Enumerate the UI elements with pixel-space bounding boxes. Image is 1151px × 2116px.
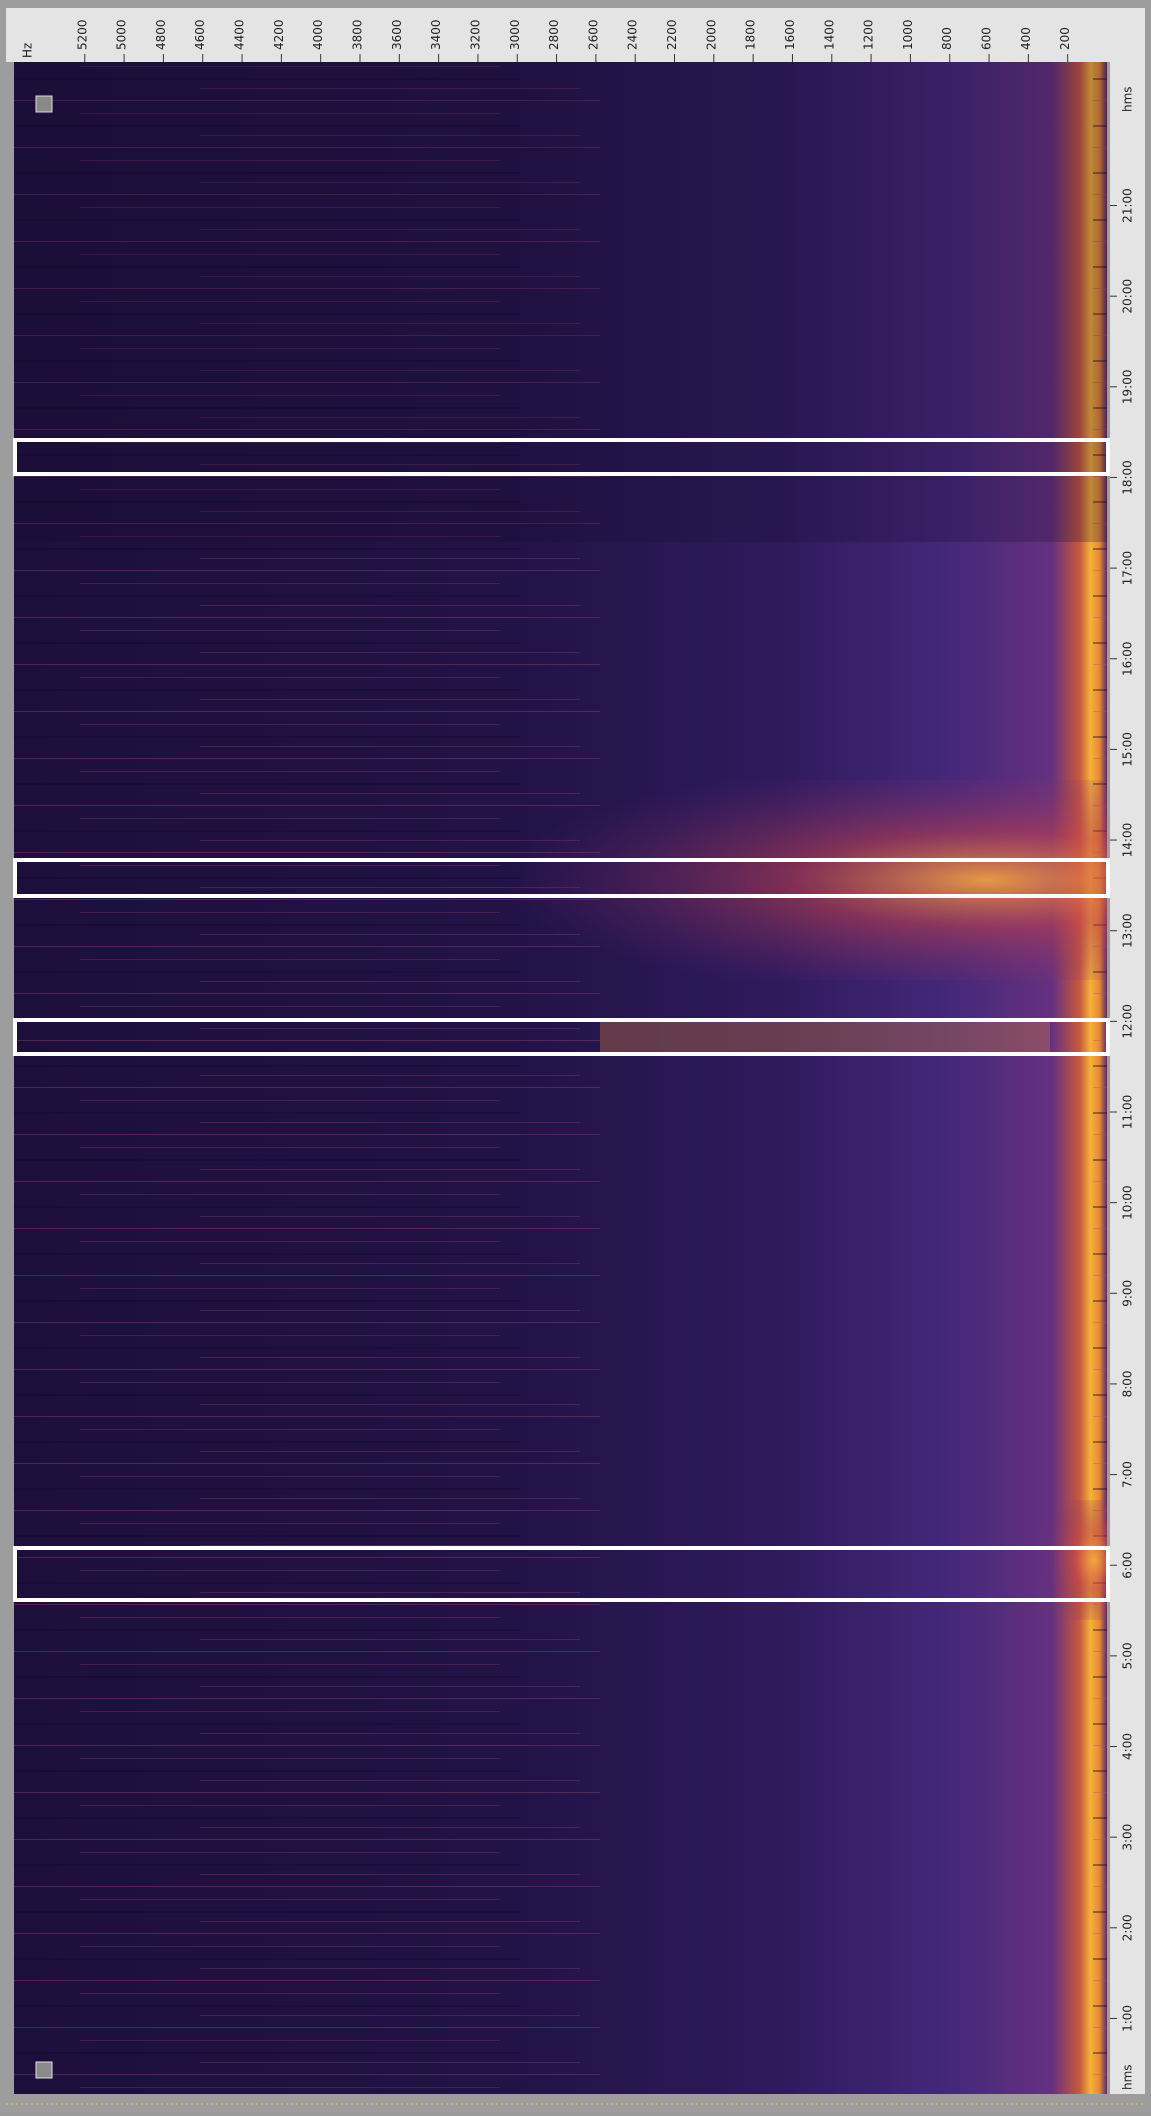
x-tick-label: 3200 (468, 19, 482, 50)
y-tick-label: 16:00 (1121, 641, 1135, 676)
y-tick-label: 20:00 (1121, 279, 1135, 314)
corner-icon (36, 96, 52, 112)
spectrogram-window: Hz hms hms 5200 5000 4800 4600 4400 4200 4000 3… (0, 0, 1151, 2112)
y-tick-label: 10:00 (1121, 1185, 1135, 1220)
x-tick-label: 2000 (704, 19, 718, 50)
y-tick-label: 7:00 (1121, 1461, 1135, 1488)
x-tick-label: 1600 (783, 19, 797, 50)
x-tick-label: 2800 (547, 19, 561, 50)
y-tick-label: 19:00 (1121, 370, 1135, 405)
x-tick-label: 1000 (901, 19, 915, 50)
y-tick-label: 12:00 (1121, 1004, 1135, 1039)
x-tick-label: 4400 (233, 19, 247, 50)
x-tick-label: 5200 (75, 19, 89, 50)
x-tick-label: 2200 (665, 19, 679, 50)
x-tick-label: 3800 (350, 19, 364, 50)
y-tick-label: 18:00 (1121, 460, 1135, 495)
y-tick-label: 14:00 (1121, 823, 1135, 858)
y-tick-label: 11:00 (1121, 1095, 1135, 1130)
time-ruler (1110, 62, 1145, 2094)
y-tick-label: 5:00 (1121, 1642, 1135, 1669)
x-tick-label: 5000 (115, 19, 129, 50)
x-tick-label: 400 (1019, 27, 1033, 50)
y-tick-label: 3:00 (1121, 1824, 1135, 1851)
x-tick-label: 1400 (822, 19, 836, 50)
x-tick-label: 800 (940, 27, 954, 50)
y-tick-label: 6:00 (1121, 1552, 1135, 1579)
page: {"chart_data": { "type": "spectrogram", … (0, 0, 1151, 2112)
y-axis-label: hms (1121, 86, 1135, 112)
y-axis-label: hms (1121, 2064, 1135, 2090)
x-tick-label: 3600 (390, 19, 404, 50)
y-tick-label: 1:00 (1121, 2005, 1135, 2032)
y-tick-label: 9:00 (1121, 1280, 1135, 1307)
x-tick-label: 600 (980, 27, 994, 50)
x-axis-label: Hz (21, 43, 35, 58)
y-tick-label: 15:00 (1121, 732, 1135, 767)
spectrogram-shade (14, 62, 1107, 542)
x-tick-label: 2400 (626, 19, 640, 50)
y-tick-label: 17:00 (1121, 551, 1135, 586)
x-tick-label: 200 (1058, 27, 1072, 50)
x-tick-label: 4600 (193, 19, 207, 50)
y-tick-label: 21:00 (1121, 188, 1135, 223)
frequency-ruler (6, 8, 1145, 62)
x-tick-label: 2600 (586, 19, 600, 50)
x-tick-label: 3400 (429, 19, 443, 50)
x-tick-label: 4000 (311, 19, 325, 50)
y-tick-label: 2:00 (1121, 1914, 1135, 1941)
spectrogram-band (600, 1022, 1050, 1052)
spectrogram-burst (300, 780, 1107, 980)
y-tick-label: 8:00 (1121, 1370, 1135, 1397)
x-tick-label: 1200 (862, 19, 876, 50)
x-tick-label: 1800 (744, 19, 758, 50)
y-tick-label: 4:00 (1121, 1733, 1135, 1760)
corner-icon (36, 2062, 52, 2078)
y-tick-label: 13:00 (1121, 913, 1135, 948)
x-tick-label: 4200 (272, 19, 286, 50)
x-tick-label: 3000 (508, 19, 522, 50)
x-tick-label: 4800 (154, 19, 168, 50)
